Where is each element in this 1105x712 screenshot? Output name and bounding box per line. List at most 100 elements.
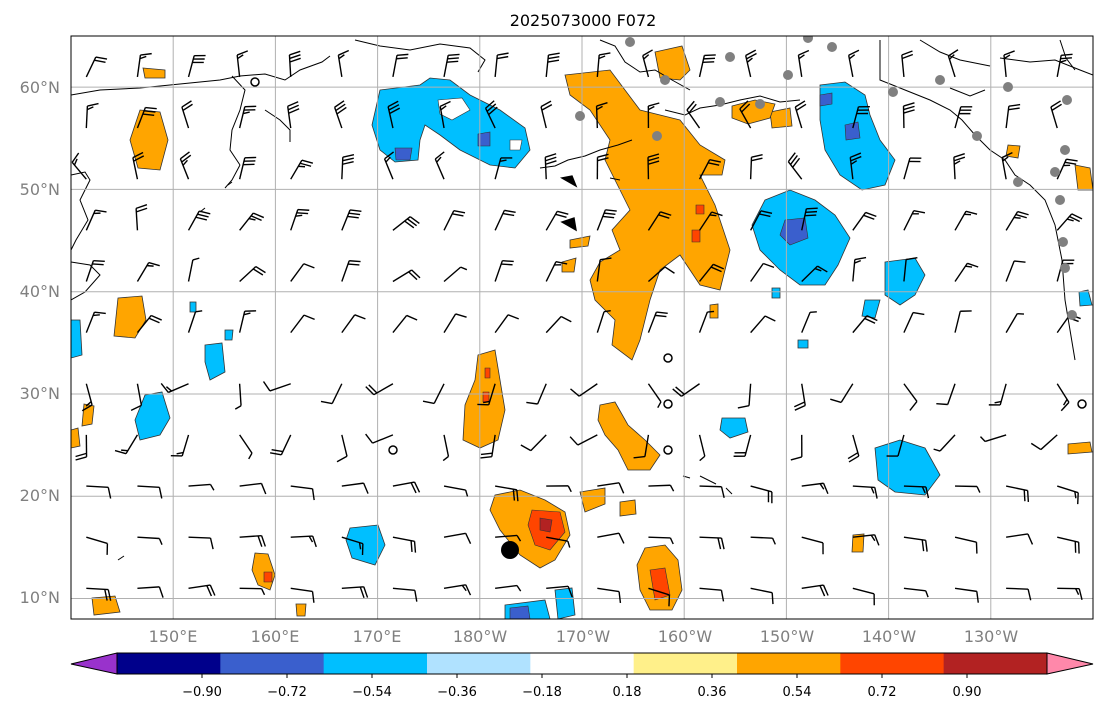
wind-barb — [902, 102, 915, 129]
wind-barb — [847, 434, 860, 463]
wind-barb — [852, 587, 875, 606]
wind-barb — [494, 52, 509, 77]
wind-barb — [647, 102, 660, 129]
wind-barb — [85, 56, 108, 78]
wind-barb — [750, 210, 773, 231]
wind-barb — [1006, 587, 1032, 601]
lat-label: 30°N — [20, 384, 60, 403]
lon-label: 140°W — [862, 627, 917, 646]
wind-barb — [239, 482, 267, 495]
wind-barb — [1030, 434, 1058, 451]
wind-barb — [392, 481, 421, 494]
wind-barb — [596, 257, 612, 282]
wind-barb — [648, 587, 671, 607]
lon-label: 170°W — [556, 627, 611, 646]
colorbar-tick-label: −0.90 — [182, 685, 222, 700]
wind-barb — [954, 210, 978, 231]
positive-anomaly-fill — [71, 45, 1093, 617]
wind-barb — [801, 311, 817, 333]
station-dot — [755, 99, 765, 109]
wind-barb — [136, 106, 157, 129]
wind-barb — [137, 485, 163, 499]
wind-barb — [801, 536, 824, 555]
wind-barb — [442, 434, 450, 462]
station-dot — [935, 75, 945, 85]
wind-barb — [160, 383, 189, 394]
wind-barb — [187, 210, 211, 231]
wind-barb — [494, 157, 513, 180]
colorbar-extend-min — [70, 652, 118, 675]
pennant-barbs — [560, 175, 578, 232]
wind-barb — [569, 434, 598, 446]
wind-barb — [1050, 100, 1062, 129]
wind-barb — [545, 52, 560, 77]
wind-barb — [749, 153, 763, 180]
wind-barb — [239, 434, 253, 460]
wind-barb — [1056, 53, 1073, 78]
wind-barb — [287, 101, 300, 129]
calm-circle — [663, 353, 673, 363]
wind-barb — [290, 535, 317, 548]
wind-barb — [903, 257, 918, 282]
wind-barb — [540, 100, 553, 129]
wind-barb — [170, 434, 190, 457]
wind-barb — [477, 383, 496, 406]
wind-barb — [647, 383, 662, 409]
wind-barb — [130, 383, 143, 411]
wind-barb — [903, 383, 918, 411]
wind-barb — [392, 314, 418, 334]
wind-barb — [136, 261, 160, 282]
wind-barb — [647, 266, 675, 282]
wind-barb — [672, 383, 700, 397]
station-dot — [803, 36, 813, 43]
wind-barb — [341, 536, 364, 556]
station-dot — [1058, 237, 1068, 247]
lat-label: 40°N — [20, 282, 60, 301]
wind-barb — [903, 157, 922, 180]
wind-barb — [901, 50, 914, 77]
calm-circle — [663, 399, 673, 409]
wind-barb — [597, 532, 625, 544]
colorbar-cell — [840, 653, 945, 674]
wind-barb — [365, 383, 394, 396]
wind-barb — [71, 152, 87, 180]
wind-barb — [136, 52, 152, 78]
wind-barb — [443, 266, 468, 283]
wind-barb — [443, 209, 466, 231]
station-dot — [725, 52, 735, 62]
wind-barb — [597, 482, 625, 494]
wind-barb — [797, 49, 810, 78]
wind-barb — [953, 152, 966, 180]
wind-barb — [188, 536, 214, 550]
wind-barb — [239, 212, 265, 231]
wind-barb — [1057, 536, 1080, 554]
wind-barb — [290, 208, 310, 231]
wind-barb — [750, 315, 776, 334]
lon-label: 150°E — [149, 627, 198, 646]
wind-barb — [801, 207, 818, 231]
wind-barb — [801, 482, 829, 495]
station-dot — [1062, 95, 1072, 105]
colorbar: −0.90 −0.72 −0.54 −0.36 −0.18 0.18 0.36 0.54 0.7… — [70, 652, 1094, 700]
wind-barb — [698, 211, 723, 231]
colorbar-cell — [633, 653, 738, 674]
wind-barb — [1005, 260, 1026, 282]
wind-barb — [188, 483, 215, 491]
wind-barb — [1057, 587, 1083, 600]
wind-barb — [647, 311, 668, 333]
wind-barb — [238, 105, 257, 129]
wind-barb — [903, 311, 925, 333]
wind-barb — [954, 262, 979, 282]
wind-barb — [85, 102, 99, 129]
wind-barb — [801, 265, 828, 282]
lon-label: 180°W — [453, 627, 508, 646]
wind-barb — [596, 52, 611, 77]
colorbar-cell — [323, 653, 428, 674]
lon-label: 130°W — [964, 627, 1019, 646]
wind-barb — [290, 314, 315, 334]
wind-barb — [320, 383, 343, 405]
wind-barb — [545, 315, 572, 334]
wind-barb — [546, 536, 571, 548]
calm-circle — [1077, 399, 1087, 409]
wind-barb — [136, 314, 162, 334]
